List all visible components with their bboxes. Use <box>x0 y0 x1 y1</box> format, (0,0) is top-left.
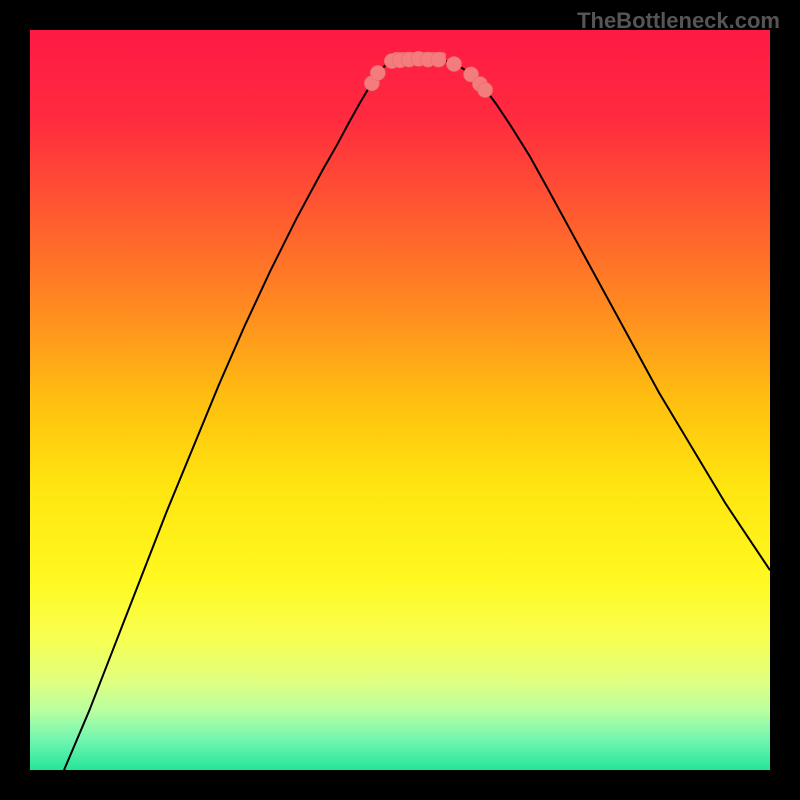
watermark-text: TheBottleneck.com <box>577 8 780 34</box>
bottleneck-chart <box>0 0 800 800</box>
highlight-marker <box>478 82 493 97</box>
gradient-background <box>30 30 770 770</box>
chart-container: TheBottleneck.com <box>0 0 800 800</box>
highlight-marker <box>431 52 446 67</box>
highlight-marker <box>370 65 385 80</box>
highlight-marker <box>447 57 462 72</box>
